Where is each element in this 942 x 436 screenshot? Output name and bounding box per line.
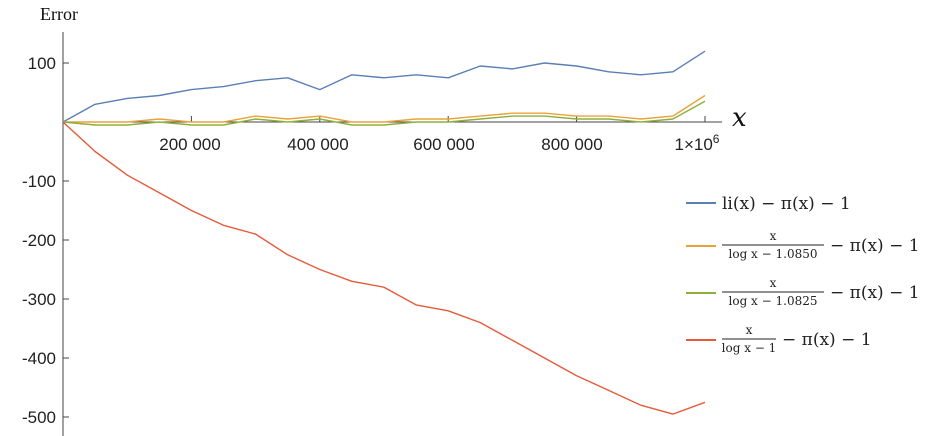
legend: li(x) − π(x) − 1 x log x − 1.0850 − π(x)… bbox=[686, 194, 920, 355]
x-tick-label-3: 600 000 bbox=[413, 135, 474, 154]
y-tick-label-6: -500 bbox=[22, 408, 56, 427]
series-line-2 bbox=[63, 94, 706, 123]
series-layer bbox=[62, 50, 706, 415]
legend-item-1085: x log x − 1.0850 − π(x) − 1 bbox=[686, 229, 920, 261]
legend-num-10825: x bbox=[770, 276, 777, 290]
series-line-4 bbox=[62, 121, 706, 415]
legend-item-1: x log x − 1 − π(x) − 1 bbox=[686, 323, 872, 355]
series-line-3 bbox=[62, 100, 706, 126]
y-axis-title: Error bbox=[40, 4, 78, 24]
legend-num-1085: x bbox=[770, 229, 777, 243]
x-tick-label-1: 200 000 bbox=[159, 135, 220, 154]
legend-label-li: li(x) − π(x) − 1 bbox=[722, 194, 851, 214]
legend-den-1: log x − 1 bbox=[722, 341, 777, 355]
legend-den-10825: log x − 1.0825 bbox=[729, 294, 818, 308]
x-tick-label-4: 800 000 bbox=[541, 135, 602, 154]
y-tick-label-4: -300 bbox=[22, 290, 56, 309]
x-tick-label-5: 1×106 bbox=[675, 132, 720, 154]
x-axis-title: x bbox=[732, 103, 747, 133]
y-tick-label-1: 100 bbox=[28, 54, 56, 73]
series-line-1 bbox=[62, 50, 706, 123]
legend-rest-1: − π(x) − 1 bbox=[782, 330, 872, 350]
legend-den-1085: log x − 1.0850 bbox=[729, 247, 818, 261]
y-tick-label-2: -100 bbox=[22, 172, 56, 191]
y-tick-label-5: -400 bbox=[22, 349, 56, 368]
legend-item-10825: x log x − 1.0825 − π(x) − 1 bbox=[686, 276, 920, 308]
x-tick-label-2: 400 000 bbox=[287, 135, 348, 154]
legend-item-li: li(x) − π(x) − 1 bbox=[686, 194, 851, 214]
legend-rest-1085: − π(x) − 1 bbox=[830, 236, 920, 256]
legend-rest-10825: − π(x) − 1 bbox=[830, 283, 920, 303]
legend-num-1: x bbox=[746, 323, 753, 337]
y-tick-label-3: -200 bbox=[22, 231, 56, 250]
